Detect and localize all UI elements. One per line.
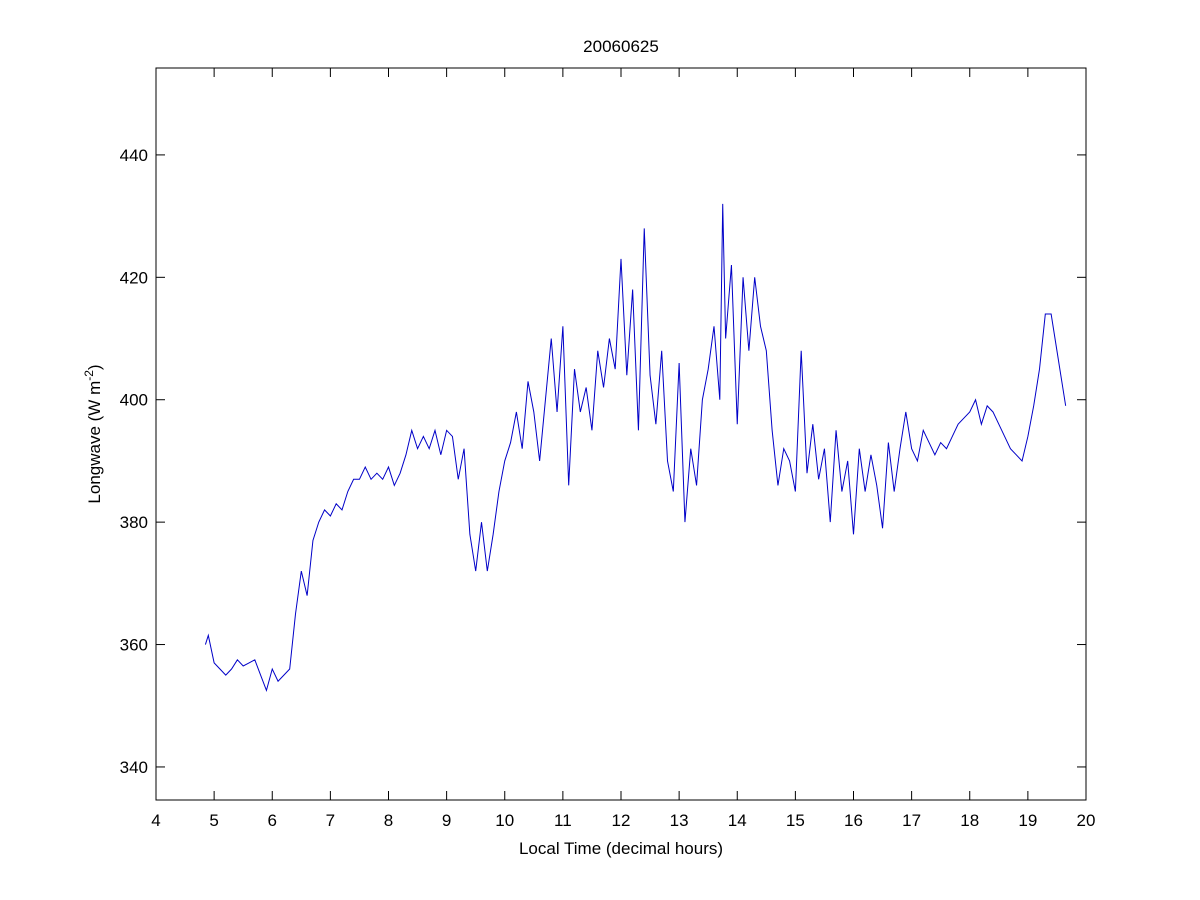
y-tick-label: 340: [120, 758, 148, 777]
y-axis-label: Longwave (W m-2): [82, 364, 104, 503]
x-tick-label: 7: [326, 811, 335, 830]
x-tick-label: 16: [844, 811, 863, 830]
x-tick-label: 20: [1077, 811, 1096, 830]
x-tick-label: 15: [786, 811, 805, 830]
x-tick-label: 19: [1018, 811, 1037, 830]
x-tick-label: 17: [902, 811, 921, 830]
y-tick-label: 400: [120, 391, 148, 410]
x-tick-label: 18: [960, 811, 979, 830]
x-tick-label: 11: [554, 811, 572, 830]
x-tick-label: 5: [209, 811, 218, 830]
chart-title: 20060625: [583, 37, 659, 56]
x-axis-label: Local Time (decimal hours): [519, 839, 723, 858]
x-tick-label: 4: [151, 811, 160, 830]
y-tick-label: 440: [120, 146, 148, 165]
x-tick-label: 6: [268, 811, 277, 830]
x-tick-label: 14: [728, 811, 747, 830]
x-tick-label: 10: [495, 811, 514, 830]
y-axis-label-text: Longwave (W m: [85, 381, 104, 504]
data-line: [204, 203, 1067, 693]
x-tick-label: 12: [612, 811, 631, 830]
x-tick-label: 9: [442, 811, 451, 830]
x-tick-label: 13: [670, 811, 689, 830]
y-axis-label-end: ): [85, 364, 104, 370]
y-axis-label-sup: -2: [82, 370, 96, 381]
x-tick-label: 8: [384, 811, 393, 830]
y-tick-label: 360: [120, 636, 148, 655]
y-tick-label: 420: [120, 268, 148, 287]
y-tick-label: 380: [120, 513, 148, 532]
